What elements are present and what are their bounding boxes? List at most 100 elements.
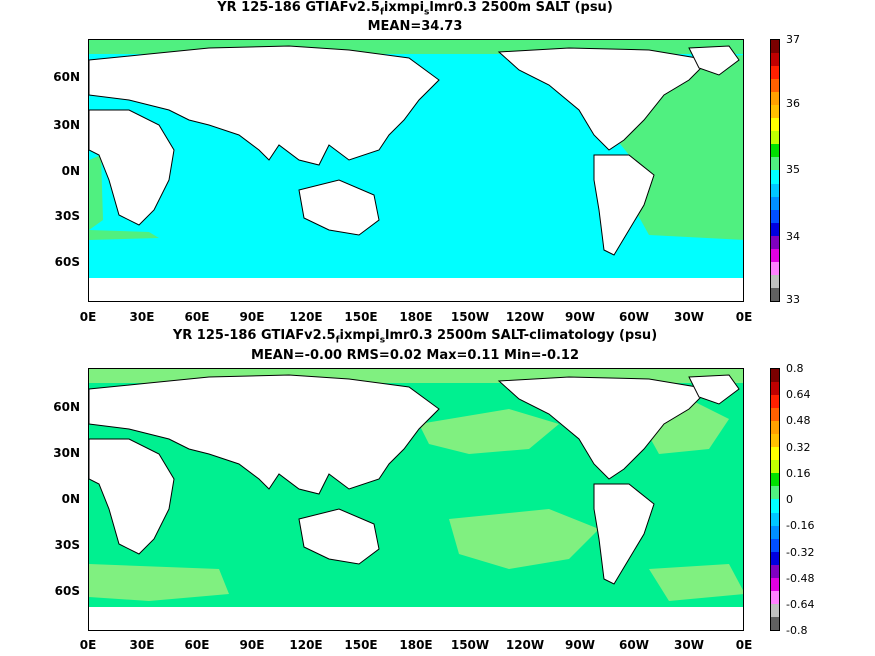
bottom-antarctica — [89, 607, 743, 630]
top-colorbar-label: 33 — [786, 293, 800, 306]
bottom-colorbar-label: 0.48 — [786, 414, 811, 427]
colorbar-segment — [771, 131, 779, 145]
bottom-map — [88, 368, 744, 631]
lat-label-30s: 30S — [54, 538, 80, 552]
bottom-title-line2: MEAN=-0.00 RMS=0.02 Max=0.11 Min=-0.12 — [250, 348, 580, 363]
bottom-colorbar-label: 0.32 — [786, 441, 811, 454]
lon-label: 30W — [674, 638, 704, 652]
colorbar-segment — [771, 499, 779, 513]
colorbar-segment — [771, 92, 779, 106]
lon-label: 120E — [289, 638, 323, 652]
bottom-north-america — [497, 376, 711, 480]
lon-label: 180E — [399, 310, 433, 324]
colorbar-segment — [771, 66, 779, 80]
lon-label: 90W — [565, 310, 595, 324]
colorbar-segment — [771, 577, 779, 591]
top-greenland — [688, 45, 740, 76]
bottom-patch-south-atlantic — [649, 564, 743, 601]
lon-label: 180E — [399, 638, 433, 652]
colorbar-segment — [771, 395, 779, 409]
colorbar-segment — [771, 261, 779, 275]
bottom-colorbar-label: 0.16 — [786, 467, 811, 480]
colorbar-segment — [771, 170, 779, 184]
top-title-line2: MEAN=34.73 — [367, 19, 463, 34]
colorbar-segment — [771, 382, 779, 396]
bottom-eurasia — [89, 374, 440, 495]
top-colorbar-label: 34 — [786, 230, 800, 243]
lon-label: 60W — [619, 310, 649, 324]
colorbar-segment — [771, 421, 779, 435]
lat-label-30n: 30N — [53, 118, 80, 132]
lon-label: 30E — [129, 638, 155, 652]
lat-label-60n: 60N — [53, 400, 80, 414]
top-colorbar-label: 36 — [786, 97, 800, 110]
top-africa — [89, 109, 175, 226]
lon-label: 0E — [735, 310, 753, 324]
lon-label: 150E — [344, 638, 378, 652]
top-south-band — [89, 230, 159, 240]
lat-label-0n: 0N — [61, 492, 80, 506]
colorbar-segment — [771, 196, 779, 210]
bottom-australia — [298, 508, 380, 565]
colorbar-segment — [771, 512, 779, 526]
bottom-colorbar-label: -0.48 — [786, 572, 815, 585]
colorbar-segment — [771, 434, 779, 448]
bottom-colorbar-label: -0.32 — [786, 546, 815, 559]
lon-label: 120W — [505, 310, 545, 324]
bottom-greenland — [688, 374, 740, 405]
colorbar-segment — [771, 590, 779, 604]
colorbar-segment — [771, 222, 779, 236]
colorbar-segment — [771, 235, 779, 249]
colorbar-segment — [771, 447, 779, 461]
bottom-panel: YR 125-186 GTIAFv2.5fixmpislmr0.3 2500m … — [0, 328, 875, 656]
colorbar-segment — [771, 40, 779, 54]
lon-label: 150W — [450, 310, 490, 324]
lat-label-30s: 30S — [54, 209, 80, 223]
top-eurasia — [89, 45, 440, 166]
lat-label-60s: 60S — [54, 584, 80, 598]
bottom-colorbar-label: 0.8 — [786, 362, 804, 375]
lat-label-30n: 30N — [53, 446, 80, 460]
lon-label: 60E — [184, 310, 210, 324]
colorbar-segment — [771, 287, 779, 301]
colorbar-segment — [771, 118, 779, 132]
lon-label: 150W — [450, 638, 490, 652]
colorbar-segment — [771, 53, 779, 67]
top-colorbar — [770, 39, 780, 302]
colorbar-segment — [771, 538, 779, 552]
bottom-colorbar-label: 0.64 — [786, 388, 811, 401]
lon-label: 60W — [619, 638, 649, 652]
bottom-colorbar — [770, 368, 780, 631]
colorbar-segment — [771, 616, 779, 630]
top-colorbar-label: 37 — [786, 33, 800, 46]
lon-label: 30E — [129, 310, 155, 324]
lon-label: 90E — [239, 638, 265, 652]
top-title-line1: YR 125-186 GTIAFv2.5fixmpislmr0.3 2500m … — [217, 0, 613, 18]
top-north-america — [497, 47, 711, 151]
colorbar-segment — [771, 209, 779, 223]
bottom-africa — [89, 438, 175, 555]
bottom-title-line1: YR 125-186 GTIAFv2.5fixmpislmr0.3 2500m … — [172, 328, 658, 346]
colorbar-segment — [771, 183, 779, 197]
bottom-colorbar-label: -0.64 — [786, 598, 815, 611]
colorbar-segment — [771, 564, 779, 578]
bottom-patch-pacific-north — [419, 409, 559, 454]
colorbar-segment — [771, 551, 779, 565]
colorbar-segment — [771, 603, 779, 617]
colorbar-segment — [771, 144, 779, 158]
colorbar-segment — [771, 460, 779, 474]
lon-label: 150E — [344, 310, 378, 324]
lat-label-60n: 60N — [53, 70, 80, 84]
colorbar-segment — [771, 79, 779, 93]
colorbar-segment — [771, 525, 779, 539]
colorbar-segment — [771, 369, 779, 383]
bottom-colorbar-label: -0.8 — [786, 624, 808, 637]
colorbar-segment — [771, 274, 779, 288]
top-indian-west-patch — [89, 155, 103, 230]
colorbar-segment — [771, 105, 779, 119]
bottom-south-america — [593, 483, 655, 585]
colorbar-segment — [771, 408, 779, 422]
bottom-patch-southern — [89, 564, 229, 601]
bottom-colorbar-label: 0 — [786, 493, 793, 506]
colorbar-segment — [771, 248, 779, 262]
